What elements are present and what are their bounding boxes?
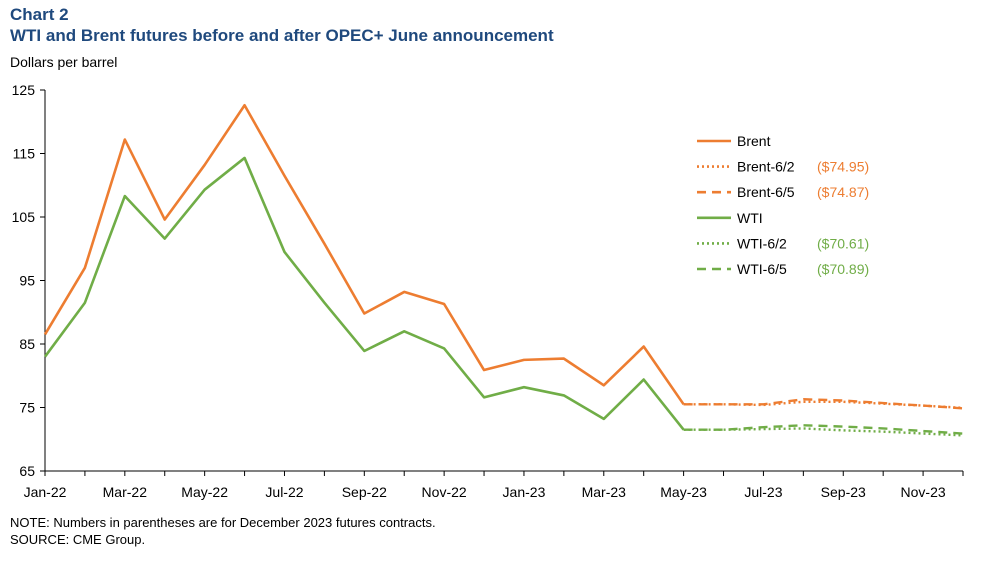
legend-value-label: ($74.95) (817, 159, 869, 175)
y-tick-label: 105 (12, 209, 36, 225)
chart-number: Chart 2 (10, 5, 69, 24)
y-axis-label: Dollars per barrel (10, 54, 118, 70)
series-line-brent-6-2 (683, 400, 964, 410)
legend-label: WTI-6/5 (737, 261, 787, 277)
series-line-wti (43, 156, 685, 431)
x-tick-label: Jan-22 (24, 484, 67, 500)
legend-value-label: ($70.61) (817, 235, 869, 251)
x-tick-label: Jan-23 (503, 484, 546, 500)
x-tick-label: Sep-23 (821, 484, 866, 500)
y-tick-label: 85 (19, 336, 35, 352)
y-tick-label: 95 (19, 273, 35, 289)
series-layer (43, 103, 964, 437)
y-tick-label: 65 (19, 463, 35, 479)
x-tick-label: Nov-22 (422, 484, 467, 500)
y-tick-label: 75 (19, 400, 35, 416)
x-tick-label: May-22 (181, 484, 228, 500)
legend-label: Brent-6/5 (737, 184, 795, 200)
y-tick-label: 125 (12, 82, 36, 98)
x-tick-label: Sep-22 (342, 484, 387, 500)
x-tick-label: Mar-22 (103, 484, 148, 500)
legend-label: Brent-6/2 (737, 159, 795, 175)
legend-label: WTI (737, 210, 763, 226)
series-line-wti-6-2 (683, 427, 964, 437)
y-tick-label: 115 (13, 146, 36, 162)
legend-label: WTI-6/2 (737, 235, 787, 251)
x-tick-label: Mar-23 (582, 484, 627, 500)
x-tick-label: Jul-22 (265, 484, 303, 500)
legend-value-label: ($74.87) (817, 184, 869, 200)
series-line-brent (43, 103, 685, 406)
note-text: NOTE: Numbers in parentheses are for Dec… (10, 515, 436, 530)
x-tick-label: Jul-23 (744, 484, 782, 500)
source-text: SOURCE: CME Group. (10, 532, 146, 547)
x-tick-label: May-23 (660, 484, 707, 500)
chart-title: WTI and Brent futures before and after O… (10, 26, 554, 45)
axes: 65 75 85 95 105 115 125 Jan-22 Mar-22 May-22 Jul-2… (12, 82, 964, 500)
x-tick-label: Nov-23 (901, 484, 946, 500)
legend: Brent Brent-6/2 ($74.95) Brent-6/5 ($74.87) W… (697, 133, 869, 277)
legend-value-label: ($70.89) (817, 261, 869, 277)
notes: NOTE: Numbers in parentheses are for Dec… (10, 514, 436, 548)
legend-label: Brent (737, 133, 771, 149)
